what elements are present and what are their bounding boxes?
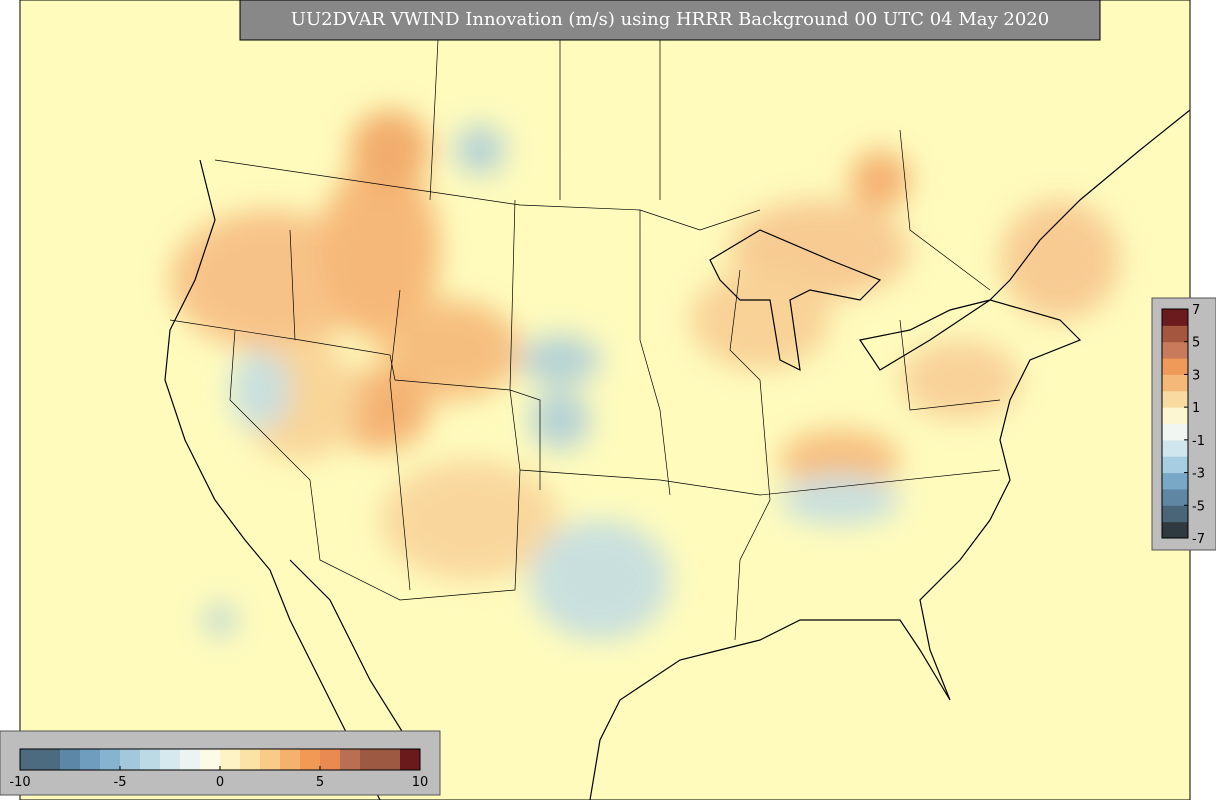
colorbar-segment [320, 749, 341, 770]
colorbar-segment [360, 749, 381, 770]
colorbar-segment [1162, 358, 1188, 375]
colorbar-segment [300, 749, 321, 770]
colorbar-segment [1162, 456, 1188, 474]
colorbar-segment [340, 749, 361, 770]
colorbar-segment [1162, 341, 1188, 359]
colorbar-segment [1162, 374, 1188, 392]
colorbar-segment [80, 749, 101, 770]
colorbar-segment [1162, 390, 1188, 408]
colorbar-segment [1162, 521, 1188, 539]
colorbar-tick-label: 1 [1192, 401, 1200, 416]
colorbar-segment [380, 749, 401, 770]
colorbar-segment [20, 749, 41, 770]
colorbar-tick-label: -5 [1192, 499, 1205, 514]
colorbar-segment [1162, 488, 1188, 506]
colorbar-tick-label: -10 [9, 775, 30, 790]
colorbar-tick-label: -5 [114, 775, 127, 790]
colorbar-tick-label: -1 [1192, 434, 1205, 449]
colorbar-segment [120, 749, 141, 770]
colorbar-segment [220, 749, 241, 770]
colorbar-segment [180, 749, 201, 770]
colorbar-segment [400, 749, 421, 770]
colorbar-segment [280, 749, 301, 770]
colorbar-tick-label: 5 [1192, 336, 1200, 351]
borders [169, 0, 1001, 641]
colorbar-tick-label: -3 [1192, 467, 1205, 482]
colorbar-segment [140, 749, 161, 770]
colorbar-segment [1162, 505, 1188, 523]
colorbar-segment [40, 749, 61, 770]
colorbar-segment [1162, 407, 1188, 424]
colorbar-segment [1162, 325, 1188, 343]
colorbar-segment [60, 749, 81, 770]
colorbar-tick-label: 3 [1192, 368, 1200, 383]
colorbar-segment [160, 749, 181, 770]
colorbar-tick-label: -7 [1192, 532, 1205, 547]
colorbar-bottom: -10 -5 0 5 10 [9, 748, 429, 790]
colorbar-segment [1162, 309, 1188, 326]
great-lakes [709, 229, 991, 372]
map-title: UU2DVAR VWIND Innovation (m/s) using HRR… [291, 9, 1049, 30]
colorbar-frame [1161, 308, 1189, 539]
colorbar-segment [1162, 423, 1188, 441]
map-background [19, 0, 1191, 801]
colorbar-segment [100, 749, 121, 770]
colorbar-tick-label: 10 [412, 775, 429, 790]
field-shading [170, 110, 1120, 640]
colorbar-tick-label: 7 [1192, 303, 1200, 318]
colorbar-segment [200, 749, 221, 770]
colorbar-tick-label: 5 [316, 775, 324, 790]
colorbar-segment [260, 749, 281, 770]
coastline [164, 109, 1191, 801]
colorbar-right: 7 5 3 1 -1 -3 -5 -7 [1161, 303, 1205, 547]
colorbar-segment [240, 749, 261, 770]
colorbar-tick-label: 0 [216, 775, 224, 790]
colorbar-segment [1162, 472, 1188, 490]
colorbar-segment [1162, 439, 1188, 457]
title-box [239, 0, 1101, 41]
